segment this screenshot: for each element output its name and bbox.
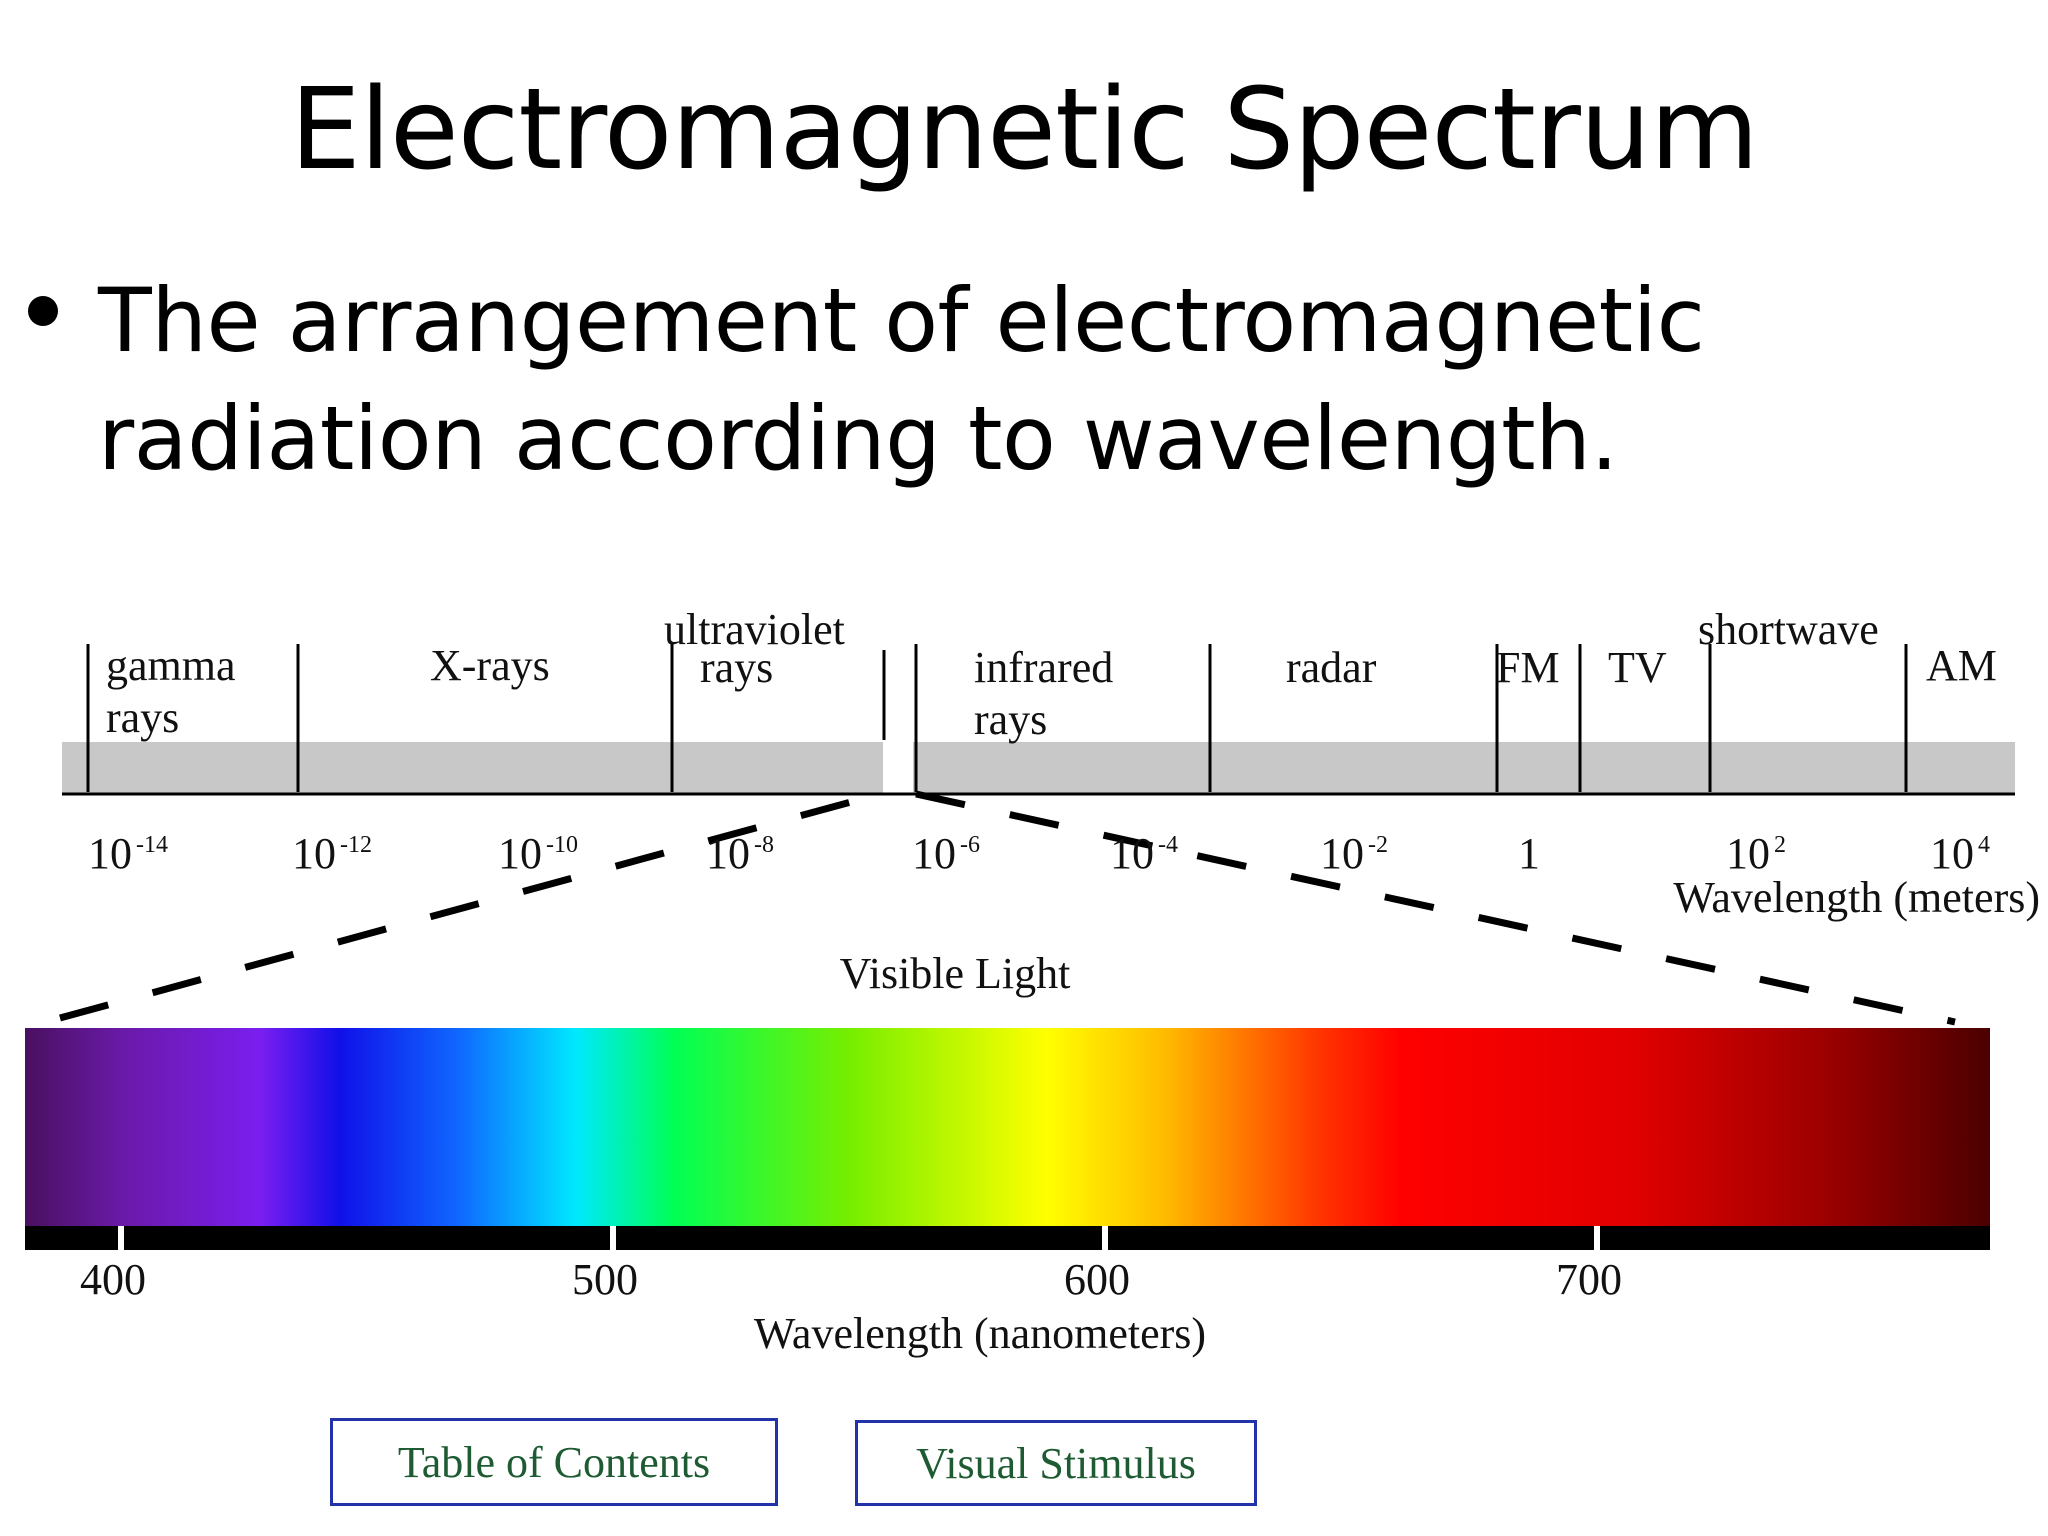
region-label-uv-2: rays (700, 643, 773, 692)
visible-tick-label: 700 (1556, 1255, 1622, 1304)
em-tick-label: 10 -14 (88, 829, 168, 878)
visible-tick-mark (1102, 1226, 1108, 1250)
visible-tick-mark (1594, 1226, 1600, 1250)
em-tick-label: 10 4 (1930, 829, 1990, 878)
visible-axis-label: Wavelength (nanometers) (754, 1309, 1206, 1358)
region-label-shortwave: shortwave (1698, 605, 1879, 654)
visible-tick-label: 600 (1064, 1255, 1130, 1304)
region-label-gamma: gamma (106, 641, 236, 690)
em-band-left (62, 742, 883, 794)
region-label-gamma-2: rays (106, 693, 179, 742)
visual-stimulus-button[interactable]: Visual Stimulus (855, 1420, 1257, 1506)
region-label-tv: TV (1608, 643, 1667, 692)
em-tick-label: 10 -6 (912, 829, 980, 878)
em-tick-label: 10 -8 (706, 829, 774, 878)
zoom-guide-left (59, 790, 881, 1022)
region-label-am: AM (1926, 641, 1997, 690)
visible-tick-label: 400 (80, 1255, 146, 1304)
em-band-right (913, 742, 2015, 794)
em-tick-label: 10 -2 (1320, 829, 1388, 878)
bullet-dot-icon (28, 296, 58, 326)
visible-tick-label: 500 (572, 1255, 638, 1304)
em-tick-label: 10 -10 (498, 829, 578, 878)
region-label-infrared: infrared (974, 643, 1113, 692)
region-label-uv: ultraviolet (664, 605, 845, 654)
visible-tick-mark (118, 1226, 124, 1250)
region-label-xrays: X-rays (430, 641, 550, 690)
em-tick-label: 10 -12 (292, 829, 372, 878)
visible-tick-mark (610, 1226, 616, 1250)
region-label-infrared-2: rays (974, 695, 1047, 744)
visible-spectrum-bar (25, 1028, 1990, 1226)
zoom-guide-right (915, 790, 1956, 1026)
visible-light-title: Visible Light (840, 949, 1071, 998)
em-tick-label: 1 (1518, 829, 1540, 878)
bullet-text: The arrangement of electromagnetic radia… (98, 269, 1705, 490)
table-of-contents-button[interactable]: Table of Contents (330, 1418, 778, 1506)
region-dividers (86, 644, 1908, 792)
region-label-radar: radar (1286, 643, 1377, 692)
visible-axis-bar (25, 1226, 1990, 1250)
visible-ticks: 400 500 600 700 (80, 1226, 1622, 1304)
em-tick-label: 10 2 (1726, 829, 1786, 878)
spectrum-diagram: gamma rays X-rays ultraviolet rays infra… (0, 580, 2048, 1510)
em-axis-label: Wavelength (meters) (1673, 873, 2040, 922)
slide-title: Electromagnetic Spectrum (289, 65, 1759, 195)
em-tick-labels: 10 -14 10 -12 10 -10 10 -8 10 -6 10 -4 10 -2 1 10 2 10 4 (88, 829, 1990, 878)
em-tick-label: 10 -4 (1110, 829, 1178, 878)
spectrum-svg: gamma rays X-rays ultraviolet rays infra… (25, 605, 2040, 1358)
region-label-fm: FM (1496, 643, 1560, 692)
